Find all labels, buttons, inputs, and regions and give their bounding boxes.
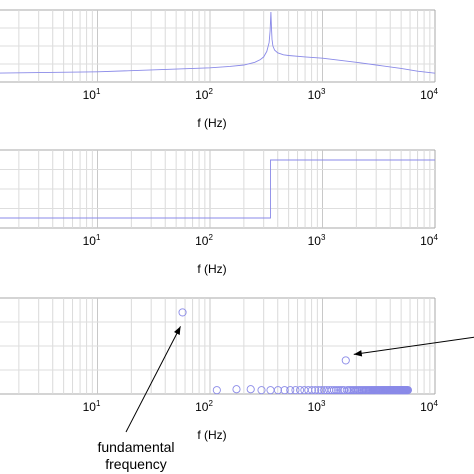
tick-base: 10 — [195, 234, 209, 248]
tick-base: 10 — [308, 400, 322, 414]
tick-base: 10 — [420, 400, 434, 414]
data-point — [329, 386, 339, 395]
tick-exponent: 3 — [321, 87, 326, 96]
x-tick-label: 101 — [83, 399, 101, 414]
series-line — [0, 11, 436, 74]
tick-base: 10 — [195, 400, 209, 414]
x-tick-label: 102 — [195, 87, 213, 102]
arrow-head-right — [353, 350, 363, 357]
tick-exponent: 1 — [96, 87, 101, 96]
tick-base: 10 — [83, 234, 97, 248]
x-tick-label: 103 — [308, 87, 326, 102]
data-point — [286, 386, 295, 395]
tick-exponent: 1 — [96, 399, 101, 408]
tick-base: 10 — [308, 88, 322, 102]
tick-exponent: 1 — [96, 233, 101, 242]
data-point — [327, 386, 336, 395]
tick-base: 10 — [83, 400, 97, 414]
data-point — [332, 386, 341, 395]
data-point — [257, 386, 266, 395]
data-point — [341, 356, 350, 365]
tick-exponent: 3 — [321, 233, 326, 242]
data-point — [273, 386, 283, 395]
data-point — [314, 386, 323, 395]
tick-exponent: 2 — [208, 233, 213, 242]
tick-exponent: 2 — [208, 87, 213, 96]
annotation-line-2: frequency — [105, 456, 166, 472]
tick-base: 10 — [420, 88, 434, 102]
data-point — [296, 386, 305, 395]
data-point — [334, 386, 343, 395]
tick-base: 10 — [195, 88, 209, 102]
x-tick-label: 101 — [83, 233, 101, 248]
tick-exponent: 4 — [433, 233, 438, 242]
data-point — [317, 386, 326, 395]
tick-exponent: 3 — [321, 399, 326, 408]
fundamental-annotation: fundamental frequency — [97, 326, 474, 472]
annotation-arrow-right — [353, 336, 474, 355]
tick-base: 10 — [420, 234, 434, 248]
data-point — [178, 308, 187, 317]
series-line — [0, 159, 435, 219]
data-point — [307, 386, 316, 395]
tick-exponent: 4 — [433, 399, 438, 408]
x-tick-label: 104 — [420, 399, 438, 414]
data-point — [403, 386, 413, 395]
annotation-line-1: fundamental — [97, 439, 174, 455]
data-point — [280, 386, 289, 395]
tick-base: 10 — [308, 234, 322, 248]
tick-exponent: 4 — [433, 87, 438, 96]
data-point — [266, 386, 275, 395]
x-tick-label: 104 — [420, 87, 438, 102]
x-tick-label: 102 — [195, 399, 213, 414]
arrow-head-fundamental — [174, 326, 181, 335]
data-point — [212, 386, 221, 395]
data-point — [246, 385, 255, 394]
data-point — [291, 386, 300, 395]
x-axis-label: f (Hz) — [197, 116, 226, 130]
x-axis-label: f (Hz) — [197, 428, 226, 442]
x-axis-label: f (Hz) — [197, 262, 226, 276]
x-tick-label: 101 — [83, 87, 101, 102]
x-tick-label: 103 — [308, 399, 326, 414]
tick-exponent: 2 — [208, 399, 213, 408]
data-point — [232, 385, 241, 394]
data-point — [311, 386, 320, 395]
x-tick-label: 103 — [308, 233, 326, 248]
x-tick-label: 104 — [420, 233, 438, 248]
x-tick-label: 102 — [195, 233, 213, 248]
tick-base: 10 — [83, 88, 97, 102]
annotation-arrow-fundamental — [125, 326, 181, 433]
